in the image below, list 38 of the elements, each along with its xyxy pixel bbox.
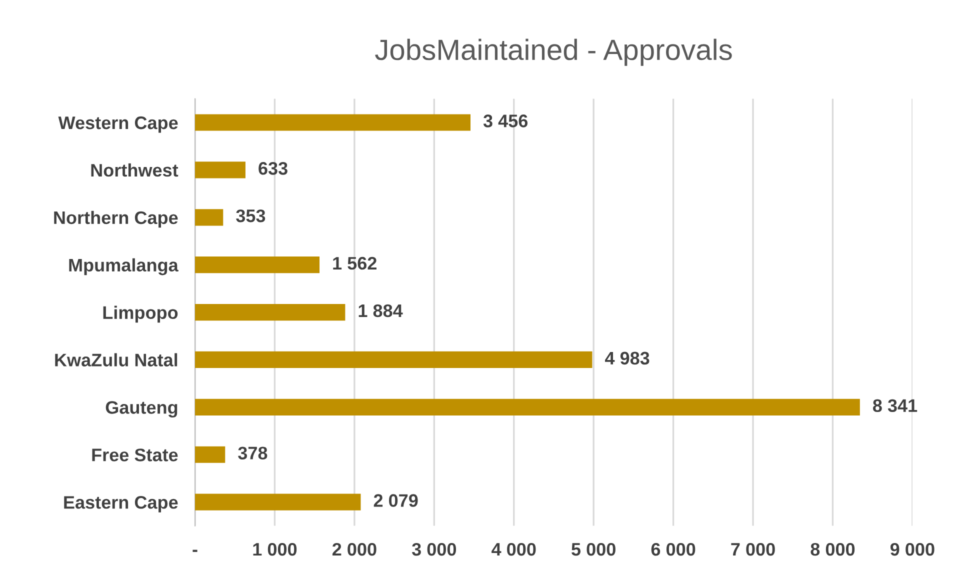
x-tick-label: - [192, 550, 198, 552]
y-tick-label: KwaZulu Natal [55, 353, 178, 366]
chart-title: JobsMaintained - Approvals [375, 38, 732, 66]
data-label: 3 456 [483, 114, 528, 128]
data-label: 633 [258, 162, 288, 175]
data-label: 1 884 [358, 304, 403, 318]
x-tick-label: 6 000 [651, 542, 696, 556]
x-tick-label: 8 000 [810, 542, 855, 556]
data-label: 353 [236, 209, 266, 222]
x-tick-label: 2 000 [332, 542, 376, 556]
y-tick-label: Gauteng [106, 401, 178, 418]
y-tick-label: Free State [92, 448, 178, 462]
x-tick-label: 7 000 [731, 542, 775, 556]
bar [195, 162, 246, 178]
x-tick-label: 4 000 [492, 542, 536, 556]
x-tick-label: 9 000 [890, 542, 934, 556]
y-tick-label: Northwest [91, 163, 178, 177]
bar [195, 256, 320, 274]
data-label: 2 079 [374, 494, 418, 507]
bar [195, 304, 346, 321]
bar [195, 351, 592, 368]
bar [195, 398, 860, 416]
data-label: 378 [238, 446, 268, 460]
bar [195, 446, 226, 463]
x-tick-label: 3 000 [412, 542, 456, 556]
bar [195, 114, 471, 131]
y-tick-label: Northern Cape [54, 210, 178, 228]
y-tick-label: Limpopo [103, 306, 178, 323]
y-tick-label: Eastern Cape [64, 496, 178, 512]
y-tick-label: Western Cape [58, 116, 178, 133]
x-tick-label: 1 000 [253, 542, 297, 556]
data-label: 1 562 [333, 256, 376, 270]
y-tick-label: Mpumalanga [69, 258, 178, 276]
data-label: 8 341 [872, 399, 918, 412]
x-tick-label: 5 000 [572, 542, 616, 556]
bar [195, 209, 224, 226]
data-label: 4 983 [605, 352, 650, 365]
bar [195, 494, 361, 510]
